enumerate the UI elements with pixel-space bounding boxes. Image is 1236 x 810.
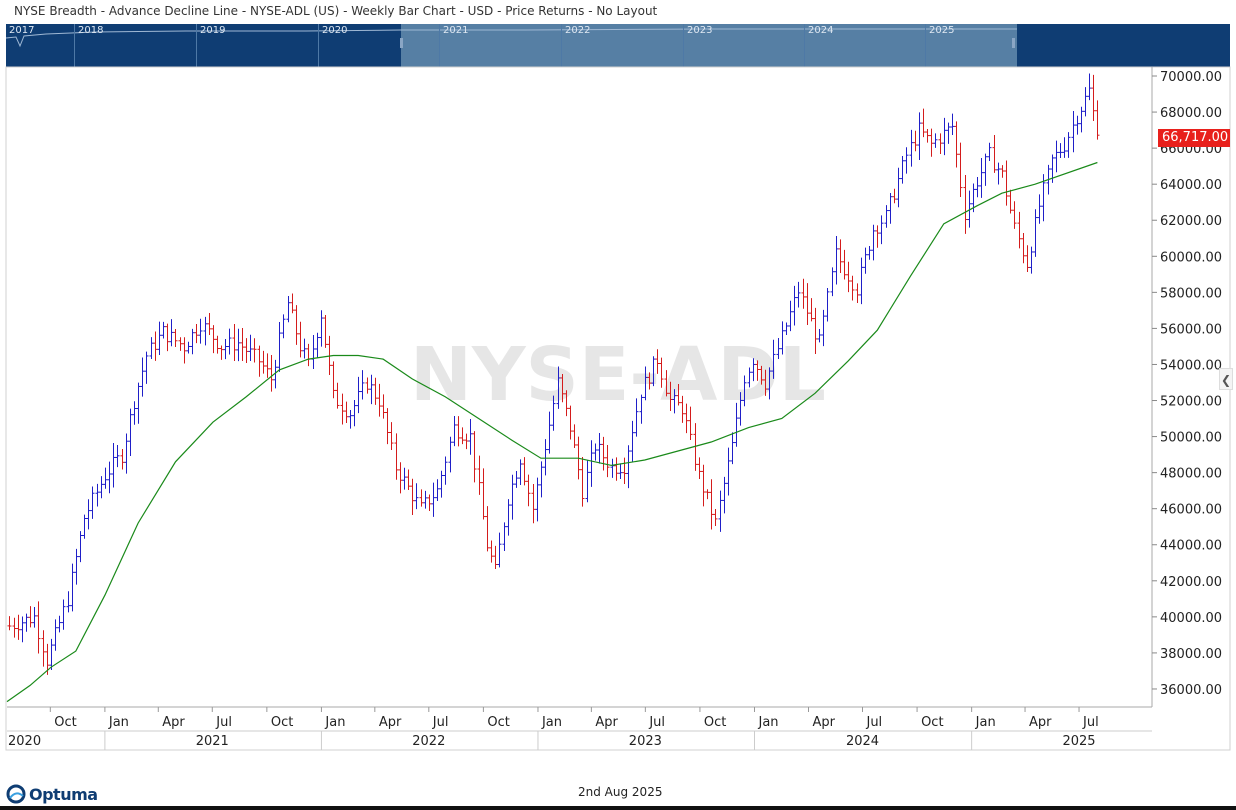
navigator-divider xyxy=(804,24,805,67)
y-tick-label: 46000.00 xyxy=(1160,503,1222,518)
navigator-year-label: 2020 xyxy=(322,25,348,36)
navigator-divider xyxy=(74,24,75,67)
navigator-year-label: 2021 xyxy=(443,25,469,36)
navigator-year-label: 2019 xyxy=(200,25,226,36)
navigator-divider xyxy=(318,24,319,67)
y-tick-label: 60000.00 xyxy=(1160,250,1222,265)
y-tick-label: 52000.00 xyxy=(1160,395,1222,410)
navigator-divider xyxy=(925,24,926,67)
x-month-label: Jul xyxy=(865,715,882,730)
y-tick-label: 58000.00 xyxy=(1160,286,1222,301)
price-bars xyxy=(7,73,1100,675)
x-month-label: Jan xyxy=(975,715,996,730)
x-month-label: Oct xyxy=(54,715,76,730)
navigator-year-label: 2022 xyxy=(565,25,591,36)
x-month-label: Jul xyxy=(215,715,232,730)
x-month-label: Apr xyxy=(595,715,618,730)
x-year-label: 2025 xyxy=(1062,734,1095,749)
x-month-label: Jan xyxy=(324,715,345,730)
y-tick-label: 48000.00 xyxy=(1160,467,1222,482)
optuma-logo: Optuma xyxy=(6,784,98,804)
last-price-tag: 66,717.00 xyxy=(1158,129,1230,147)
navigator-year-label: 2025 xyxy=(929,25,955,36)
x-month-label: Oct xyxy=(921,715,943,730)
x-month-label: Oct xyxy=(487,715,509,730)
chart-frame xyxy=(5,66,1231,751)
navigator-divider xyxy=(683,24,684,67)
x-month-label: Jul xyxy=(1082,715,1099,730)
navigator-selection-window[interactable] xyxy=(401,24,1017,67)
brand-name: Optuma xyxy=(29,784,98,804)
x-month-label: Apr xyxy=(379,715,402,730)
navigator-divider xyxy=(196,24,197,67)
x-month-label: Jan xyxy=(108,715,129,730)
navigator-year-label: 2018 xyxy=(78,25,104,36)
x-year-label: 2020 xyxy=(8,734,41,749)
y-tick-label: 64000.00 xyxy=(1160,178,1222,193)
x-year-label: 2022 xyxy=(412,734,445,749)
navigator-sparkline xyxy=(6,28,1017,48)
y-axis: 70000.0068000.0066000.0064000.0062000.00… xyxy=(1151,67,1222,707)
x-month-label: Apr xyxy=(813,715,836,730)
x-axis: Oct Jan Apr Jul Oct Jan Apr Jul Oct Jan Apr Jul Oct J… xyxy=(7,706,1152,750)
moving-average-line xyxy=(6,161,1098,703)
chart-date: 2nd Aug 2025 xyxy=(578,785,663,799)
y-tick-label: 62000.00 xyxy=(1160,214,1222,229)
y-tick-label: 38000.00 xyxy=(1160,647,1222,662)
time-navigator[interactable]: 2017 2018 2019 2020 2021 2022 2023 2024 … xyxy=(6,24,1230,67)
y-tick-label: 50000.00 xyxy=(1160,431,1222,446)
watermark-text: NYSE-ADL xyxy=(410,332,826,418)
x-year-label: 2023 xyxy=(629,734,662,749)
x-month-label: Jul xyxy=(432,715,449,730)
navigator-divider xyxy=(439,24,440,67)
y-tick-label: 54000.00 xyxy=(1160,358,1222,373)
optuma-logo-icon xyxy=(6,784,26,804)
y-tick-label: 40000.00 xyxy=(1160,611,1222,626)
x-month-label: Apr xyxy=(162,715,185,730)
x-year-label: 2024 xyxy=(846,734,879,749)
navigator-divider xyxy=(561,24,562,67)
x-month-label: Oct xyxy=(704,715,726,730)
y-tick-label: 42000.00 xyxy=(1160,575,1222,590)
chart-title: NYSE Breadth - Advance Decline Line - NY… xyxy=(14,4,658,18)
x-month-label: Apr xyxy=(1029,715,1052,730)
expand-panel-icon[interactable]: ❮ xyxy=(1219,368,1233,390)
y-tick-label: 68000.00 xyxy=(1160,106,1222,121)
x-month-label: Oct xyxy=(271,715,293,730)
navigator-year-label: 2017 xyxy=(9,25,35,36)
price-chart[interactable]: NYSE-ADL 70000.0068000.0066000.0064000.0… xyxy=(0,0,1236,780)
x-month-label: Jan xyxy=(541,715,562,730)
navigator-year-label: 2024 xyxy=(808,25,834,36)
y-tick-label: 44000.00 xyxy=(1160,539,1222,554)
footer-bar xyxy=(0,806,1236,810)
y-tick-label: 70000.00 xyxy=(1160,70,1222,85)
x-year-label: 2021 xyxy=(196,734,229,749)
x-month-label: Jul xyxy=(648,715,665,730)
y-tick-label: 36000.00 xyxy=(1160,683,1222,698)
x-month-label: Jan xyxy=(758,715,779,730)
navigator-year-label: 2023 xyxy=(687,25,713,36)
y-tick-label: 56000.00 xyxy=(1160,322,1222,337)
